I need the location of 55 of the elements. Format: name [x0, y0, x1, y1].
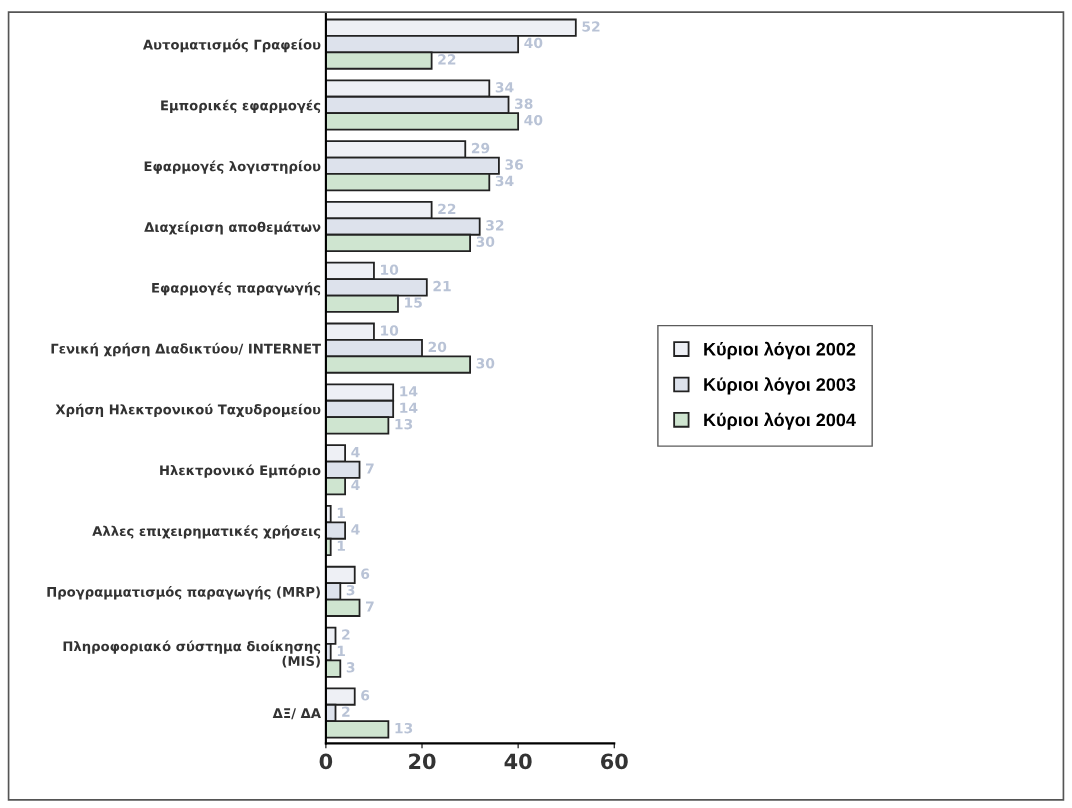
data-label: 13: [395, 418, 413, 430]
data-label: 36: [505, 159, 524, 170]
y-tick-label: Χρήση Ηλεκτρονικού Ταχυδρομείου: [55, 403, 321, 417]
x-tick-label: 0: [319, 753, 333, 770]
data-label: 1: [337, 507, 345, 518]
data-label: 13: [395, 722, 413, 734]
y-tick-label: Πληροφοριακό σύστημα διοίκησης (MIS): [63, 640, 321, 668]
y-tick-label: Ηλεκτρονικό Εμπόριο: [160, 464, 321, 478]
data-label: 3: [346, 662, 355, 673]
data-label: 3: [346, 584, 355, 596]
data-label: 40: [524, 114, 543, 126]
y-tick-label: Αυτοματισμός Γραφείου: [142, 38, 321, 53]
data-label: 4: [351, 447, 360, 458]
data-label: 52: [582, 21, 600, 32]
legend-label: Κύριοι λόγοι 2004: [704, 412, 856, 430]
x-tick-label: 40: [504, 753, 532, 770]
data-label: 4: [351, 524, 360, 535]
y-tick-label: Αλλες επιχειρηματικές χρήσεις: [92, 525, 321, 539]
data-label: 30: [476, 358, 495, 369]
data-label: 1: [337, 540, 345, 551]
data-label: 14: [400, 402, 418, 413]
y-tick-label: ΔΞ/ ΔΑ: [272, 708, 321, 720]
y-tick-label: Εμπορικές εφαρμογές: [161, 99, 321, 113]
data-label: 10: [381, 264, 399, 275]
data-label: 34: [495, 175, 514, 187]
data-label: 34: [495, 82, 514, 93]
y-tick-label: Προγραμματισμός παραγωγής (MRP): [47, 586, 320, 600]
data-label: 7: [366, 463, 374, 474]
data-label: 6: [361, 690, 370, 701]
legend-label: Κύριοι λόγοι 2002: [704, 341, 856, 360]
y-tick-label: Εφαρμογές λογιστηρίου: [144, 160, 321, 174]
x-tick-label: 20: [409, 753, 436, 770]
data-label: 7: [366, 601, 374, 612]
data-label: 32: [486, 220, 504, 231]
y-tick-label: Εφαρμογές παραγωγής: [152, 282, 321, 296]
x-tick-label: 60: [601, 753, 628, 770]
data-label: 15: [405, 297, 422, 308]
data-label: 10: [381, 325, 399, 336]
data-label: 21: [433, 280, 451, 292]
data-label: 2: [342, 706, 350, 717]
data-label: 6: [361, 568, 370, 579]
y-tick-label: Διαχείριση αποθεμάτων: [144, 221, 321, 235]
data-label: 20: [428, 341, 447, 353]
data-label: 4: [351, 479, 360, 490]
data-label: 1: [337, 645, 345, 656]
data-label: 22: [438, 203, 456, 214]
data-label: 22: [438, 54, 456, 65]
data-label: 2: [342, 629, 350, 640]
data-label: 40: [524, 37, 543, 49]
data-label: 14: [400, 386, 418, 397]
y-tick-label: Γενική χρήση Διαδικτύου/ INTERNET: [51, 342, 321, 357]
data-label: 29: [471, 142, 490, 154]
data-label: 30: [476, 236, 495, 247]
legend-label: Κύριοι λόγοι 2003: [704, 377, 856, 395]
data-label: 38: [515, 98, 533, 109]
